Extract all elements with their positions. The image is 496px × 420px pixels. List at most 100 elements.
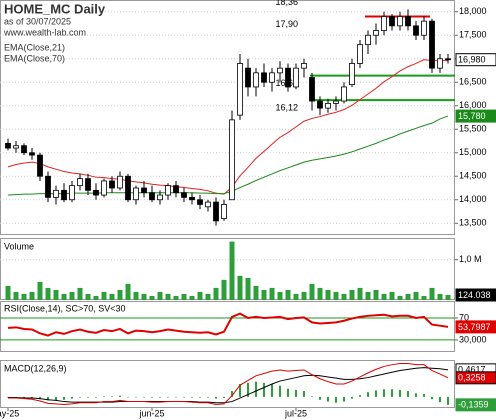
histogram-bar [311,396,313,397]
y-tick-label: 16,500 [459,77,487,87]
candle-body [157,194,163,201]
histogram-bar [439,396,441,403]
value-box-label: 16,980 [458,55,486,65]
volume-bar [45,287,51,300]
value-box [455,371,496,385]
volume-bar [301,291,307,300]
level-label: 17,90 [275,19,298,29]
histogram-bar [23,396,25,398]
histogram-bar [151,396,153,398]
volume-bar [229,241,235,300]
overlay-line [7,59,448,195]
volume-bar [109,293,115,300]
candle-body [45,175,51,198]
volume-bar [293,293,299,300]
volume-bar [373,289,379,300]
histogram-bar [143,396,145,398]
candle-body [413,25,419,36]
volume-bar [445,295,451,300]
candle-body [189,196,195,201]
histogram-bar [95,396,97,398]
volume-bar [325,289,331,300]
histogram-bar [31,396,33,399]
candle-body [205,201,211,208]
candle-body [29,152,35,156]
panel-frame [0,301,455,352]
histogram-bar [255,381,257,397]
candle-body [93,189,99,196]
candle-body [5,142,11,149]
candle-body [213,201,219,222]
volume-bar [37,281,43,300]
candle-body [37,154,43,177]
histogram-bar [399,389,401,397]
x-tick-label: ay-25 [0,408,19,418]
histogram-bar [199,396,201,398]
candle-body [69,185,75,201]
value-box [455,53,496,67]
volume-bar [397,295,403,300]
volume-bar [157,291,163,300]
candle-body [421,20,427,36]
volume-bar [197,291,203,300]
candle-body [333,100,339,104]
candle-body [21,145,27,154]
histogram-bar [327,396,329,402]
candle-body [301,63,307,69]
histogram-bar [47,396,49,401]
y-tick-label: 15,500 [459,124,487,134]
value-box-label: -0,1359 [458,400,489,410]
histogram-bar [55,396,57,401]
histogram-bar [423,393,425,397]
candle-body [397,16,403,27]
candle-body [133,187,139,201]
volume-bar [341,293,347,300]
candle-body [165,185,171,196]
volume-bar [21,293,27,300]
candle-body [269,72,275,83]
volume-bar [261,289,267,300]
candle-body [173,185,179,194]
volume-bar [85,293,91,300]
histogram-bar [127,396,129,398]
candle-body [405,16,411,27]
y-tick-label: 14,500 [459,171,487,181]
volume-bar [13,291,19,300]
panel-frame [0,360,455,408]
histogram-bar [287,388,289,397]
candle-body [237,63,243,116]
volume-bar [141,293,147,300]
histogram-bar [407,391,409,397]
histogram-bar [335,396,337,403]
candle-body [117,175,123,189]
candle-body [53,189,59,198]
volume-bar [5,285,11,300]
histogram-bar [71,396,73,399]
histogram-bar [431,396,433,400]
candle-body [317,100,323,109]
histogram-bar [247,382,249,397]
histogram-bar [231,391,233,397]
volume-bar [125,283,131,300]
value-box-label: 124.038 [458,290,491,300]
macd-line [8,367,449,404]
candle-body [293,67,299,88]
chart-title: HOME_MC Daily [4,1,106,16]
volume-bar [101,291,107,300]
overlay-line [7,115,449,196]
value-box [455,109,496,123]
volume-bar [253,285,259,300]
histogram-bar [175,396,177,398]
volume-bar [117,289,123,300]
value-box-label: 0,3258 [458,373,486,383]
histogram-bar [351,396,353,399]
histogram-bar [87,396,89,398]
chart-subtitle: as of 30/07/2025 [4,16,71,26]
volume-bar [413,291,419,300]
histogram-bar [367,392,369,397]
macd-line [8,363,449,405]
y-tick-label: 30,000 [459,334,487,344]
volume-bar [389,291,395,300]
y-tick-label: 16,000 [459,100,487,110]
